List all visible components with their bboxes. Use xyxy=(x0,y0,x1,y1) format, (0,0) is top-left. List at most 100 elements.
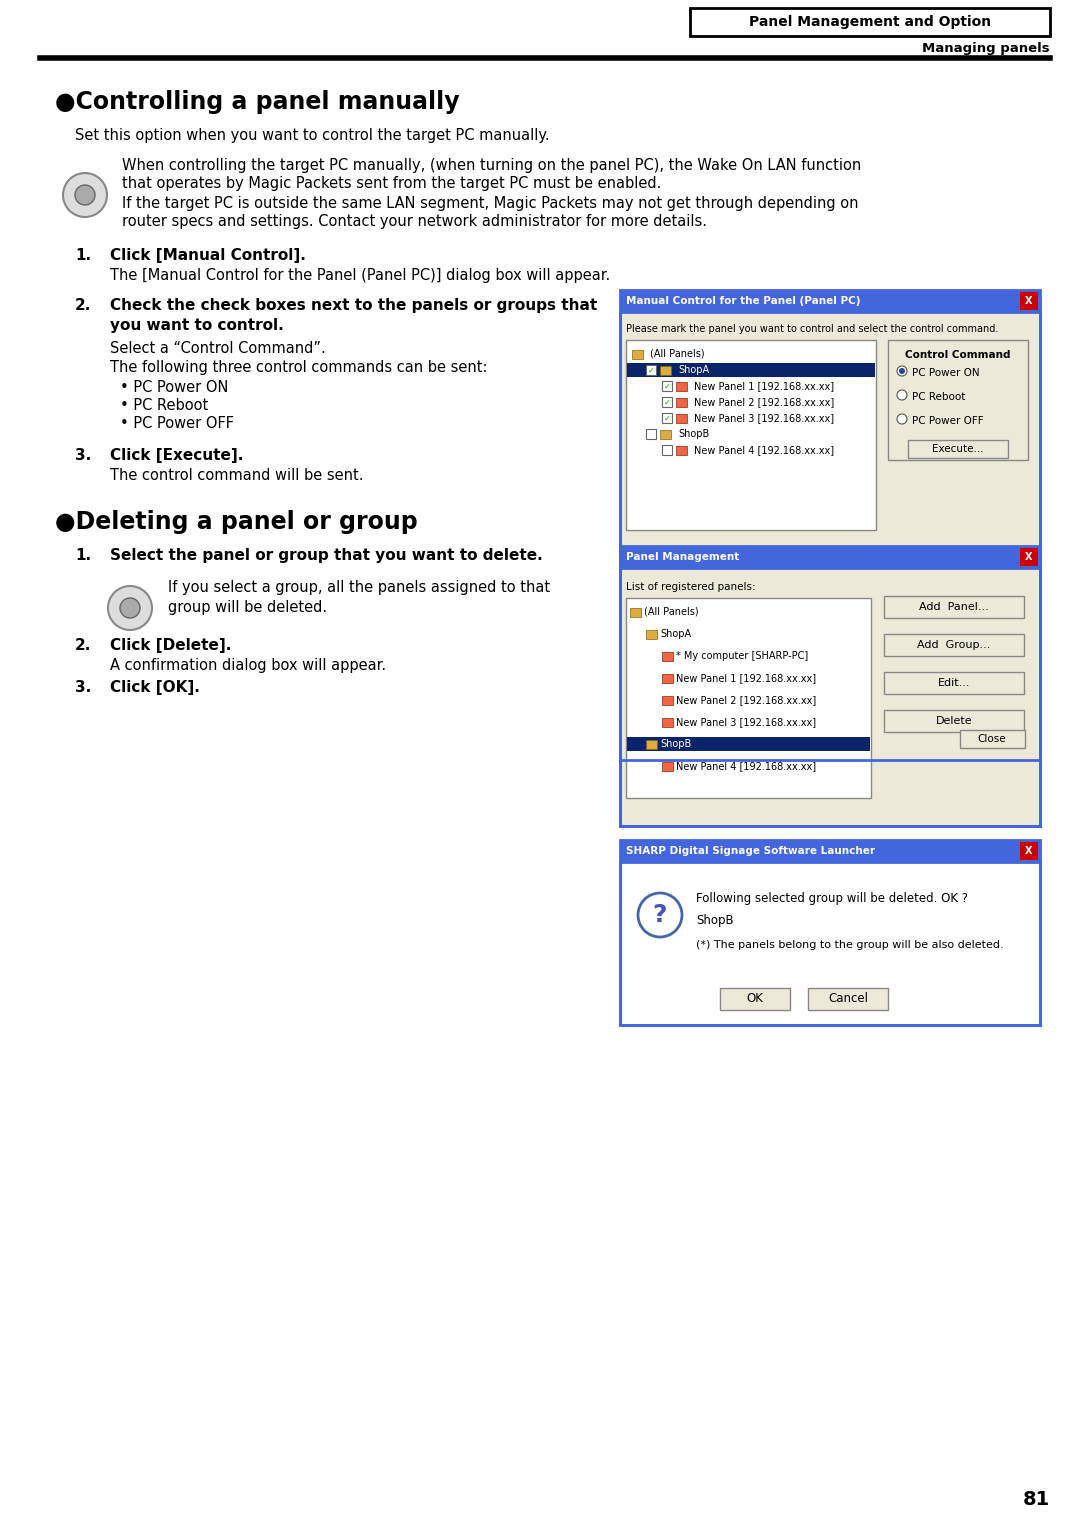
Text: A confirmation dialog box will appear.: A confirmation dialog box will appear. xyxy=(110,658,387,674)
Bar xyxy=(646,428,656,439)
Text: PC Power OFF: PC Power OFF xyxy=(912,416,984,427)
Bar xyxy=(690,8,1050,37)
Circle shape xyxy=(897,415,907,424)
Text: The [Manual Control for the Panel (Panel PC)] dialog box will appear.: The [Manual Control for the Panel (Panel… xyxy=(110,268,610,283)
Bar xyxy=(662,718,673,727)
Text: • PC Reboot: • PC Reboot xyxy=(120,398,208,413)
Text: Click [Execute].: Click [Execute]. xyxy=(110,448,243,463)
Text: New Panel 1 [192.168.xx.xx]: New Panel 1 [192.168.xx.xx] xyxy=(676,674,816,683)
Text: Please mark the panel you want to control and select the control command.: Please mark the panel you want to contro… xyxy=(626,325,998,334)
Text: Edit...: Edit... xyxy=(937,678,970,687)
Text: Set this option when you want to control the target PC manually.: Set this option when you want to control… xyxy=(75,128,550,143)
Text: 2.: 2. xyxy=(75,639,92,652)
Bar xyxy=(620,290,1040,760)
Text: If the target PC is outside the same LAN segment, Magic Packets may not get thro: If the target PC is outside the same LAN… xyxy=(122,197,859,210)
Text: PC Power ON: PC Power ON xyxy=(912,367,980,378)
Bar xyxy=(627,738,870,751)
Text: Control Command: Control Command xyxy=(905,351,1011,360)
Bar xyxy=(620,840,1040,863)
Bar xyxy=(960,730,1025,748)
Bar xyxy=(632,351,643,360)
Circle shape xyxy=(638,893,681,937)
Text: New Panel 4 [192.168.xx.xx]: New Panel 4 [192.168.xx.xx] xyxy=(694,445,834,456)
Text: 3.: 3. xyxy=(75,680,91,695)
Text: (*) The panels belong to the group will be also deleted.: (*) The panels belong to the group will … xyxy=(696,940,1003,949)
Text: ShopA: ShopA xyxy=(660,629,691,639)
Circle shape xyxy=(120,597,140,619)
Bar xyxy=(646,366,656,375)
Text: 2.: 2. xyxy=(75,299,92,312)
Bar xyxy=(676,415,687,424)
Text: X: X xyxy=(1025,296,1032,306)
Text: 1.: 1. xyxy=(75,549,91,562)
Text: Managing panels: Managing panels xyxy=(922,43,1050,55)
Text: Click [Manual Control].: Click [Manual Control]. xyxy=(110,248,306,264)
Bar xyxy=(662,652,673,661)
Bar xyxy=(888,340,1028,460)
Text: X: X xyxy=(1025,552,1032,562)
Text: that operates by Magic Packets sent from the target PC must be enabled.: that operates by Magic Packets sent from… xyxy=(122,175,661,190)
Bar xyxy=(662,445,672,456)
Text: ?: ? xyxy=(652,904,667,927)
Bar xyxy=(626,597,870,799)
Text: PC Reboot: PC Reboot xyxy=(912,392,966,402)
Text: group will be deleted.: group will be deleted. xyxy=(168,600,327,616)
Text: ●Deleting a panel or group: ●Deleting a panel or group xyxy=(55,511,418,533)
Text: New Panel 1 [192.168.xx.xx]: New Panel 1 [192.168.xx.xx] xyxy=(694,381,834,392)
Bar xyxy=(626,340,876,530)
Text: New Panel 4 [192.168.xx.xx]: New Panel 4 [192.168.xx.xx] xyxy=(676,760,816,771)
Bar xyxy=(1020,549,1038,565)
Text: OK: OK xyxy=(746,992,764,1006)
Text: X: X xyxy=(1025,846,1032,856)
Circle shape xyxy=(63,174,107,216)
Circle shape xyxy=(899,367,905,373)
Bar xyxy=(620,290,1040,312)
Text: 81: 81 xyxy=(1023,1490,1050,1509)
Text: ✓: ✓ xyxy=(663,398,671,407)
Text: 1.: 1. xyxy=(75,248,91,264)
Text: SHARP Digital Signage Software Launcher: SHARP Digital Signage Software Launcher xyxy=(626,846,875,856)
Text: ●Controlling a panel manually: ●Controlling a panel manually xyxy=(55,90,460,114)
Bar xyxy=(627,363,875,376)
Text: Click [OK].: Click [OK]. xyxy=(110,680,200,695)
Text: Panel Management: Panel Management xyxy=(626,552,739,562)
Text: If you select a group, all the panels assigned to that: If you select a group, all the panels as… xyxy=(168,581,550,594)
Text: * My computer [SHARP-PC]: * My computer [SHARP-PC] xyxy=(676,651,808,661)
Text: Select the panel or group that you want to delete.: Select the panel or group that you want … xyxy=(110,549,543,562)
Text: Click [Delete].: Click [Delete]. xyxy=(110,639,231,652)
Bar xyxy=(662,396,672,407)
Bar xyxy=(720,988,789,1010)
Text: When controlling the target PC manually, (when turning on the panel PC), the Wak: When controlling the target PC manually,… xyxy=(122,158,861,174)
Bar xyxy=(808,988,888,1010)
Text: ShopB: ShopB xyxy=(696,914,733,927)
Circle shape xyxy=(108,587,152,629)
Text: Manual Control for the Panel (Panel PC): Manual Control for the Panel (Panel PC) xyxy=(626,296,861,306)
Text: ✓: ✓ xyxy=(663,381,671,390)
Bar xyxy=(620,840,1040,1026)
Text: Select a “Control Command”.: Select a “Control Command”. xyxy=(110,341,326,357)
Text: New Panel 3 [192.168.xx.xx]: New Panel 3 [192.168.xx.xx] xyxy=(694,413,834,424)
Bar xyxy=(676,383,687,392)
Bar xyxy=(620,312,1040,760)
Text: ShopA: ShopA xyxy=(678,366,710,375)
Bar xyxy=(908,440,1008,459)
Text: Cancel: Cancel xyxy=(828,992,868,1006)
Bar xyxy=(646,629,657,639)
Bar xyxy=(1020,293,1038,309)
Text: New Panel 2 [192.168.xx.xx]: New Panel 2 [192.168.xx.xx] xyxy=(694,396,834,407)
Text: New Panel 2 [192.168.xx.xx]: New Panel 2 [192.168.xx.xx] xyxy=(676,695,816,706)
Bar xyxy=(620,863,1040,1026)
Bar xyxy=(630,608,642,617)
Bar xyxy=(885,634,1024,655)
Bar xyxy=(1020,841,1038,860)
Text: Check the check boxes next to the panels or groups that: Check the check boxes next to the panels… xyxy=(110,299,597,312)
Text: (All Panels): (All Panels) xyxy=(650,349,704,360)
Text: Add  Panel...: Add Panel... xyxy=(919,602,989,613)
Text: you want to control.: you want to control. xyxy=(110,319,284,334)
Text: ShopB: ShopB xyxy=(660,739,691,748)
Text: Delete: Delete xyxy=(935,716,972,725)
Bar xyxy=(660,430,671,439)
Bar xyxy=(885,672,1024,693)
Bar xyxy=(620,546,1040,826)
Bar xyxy=(676,398,687,407)
